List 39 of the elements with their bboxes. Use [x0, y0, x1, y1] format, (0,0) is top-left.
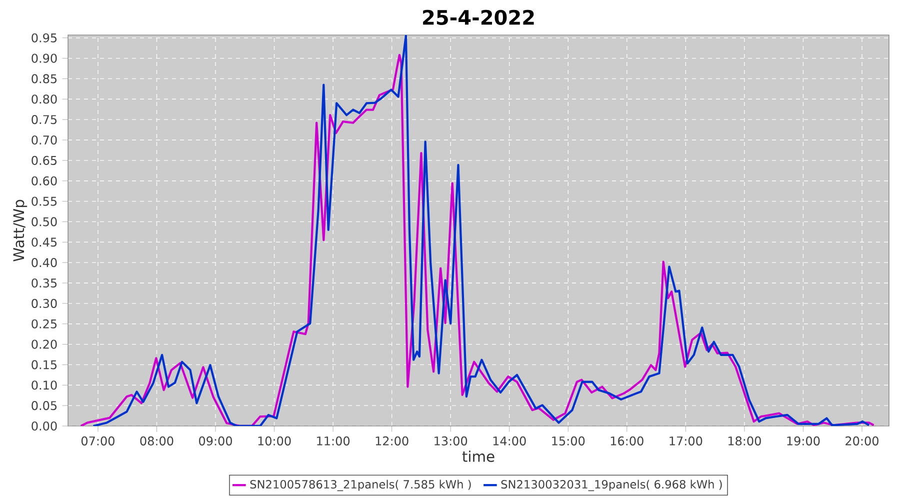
x-tick-label: 12:00 — [376, 436, 408, 446]
y-tick-label: 0.45 — [32, 238, 57, 247]
y-tick-label: 0.40 — [32, 258, 57, 268]
x-tick-label: 08:00 — [140, 436, 174, 446]
x-tick-label: 17:00 — [670, 436, 702, 446]
chart-title: 25-4-2022 — [423, 10, 534, 25]
x-tick-label: 10:00 — [258, 436, 291, 446]
x-tick-label: 16:00 — [610, 436, 644, 446]
y-tick-label: 0.25 — [32, 319, 57, 328]
x-tick-label: 19:00 — [787, 436, 820, 446]
x-tick-label: 09:00 — [199, 436, 232, 446]
x-tick-label: 15:00 — [552, 436, 585, 446]
y-tick-label: 0.10 — [32, 380, 57, 390]
y-tick-label: 0.50 — [32, 217, 57, 226]
y-tick-label: 0.30 — [32, 298, 57, 308]
y-tick-label: 0.90 — [32, 54, 57, 63]
y-axis-title: Watt/Wp — [13, 200, 28, 262]
y-tick-label: 0.35 — [32, 278, 57, 288]
y-tick-label: 0.05 — [32, 401, 57, 410]
y-tick-label: 0.60 — [32, 176, 57, 186]
x-tick-label: 11:00 — [317, 436, 350, 446]
x-tick-label: 20:00 — [846, 436, 878, 446]
y-tick-label: 0.15 — [32, 360, 57, 370]
x-tick-label: 13:00 — [434, 436, 468, 446]
x-tick-label: 07:00 — [81, 436, 114, 446]
x-axis-title: time — [462, 450, 494, 462]
x-tick-label: 14:00 — [493, 436, 526, 446]
y-tick-label: 0.95 — [32, 33, 57, 42]
y-tick-label: 0.20 — [32, 340, 57, 349]
y-tick-label: 0.65 — [32, 156, 57, 165]
y-tick-label: 0.55 — [32, 196, 57, 206]
y-tick-label: 0.00 — [32, 421, 57, 431]
y-tick-label: 0.85 — [32, 74, 57, 84]
x-tick-label: 18:00 — [728, 436, 761, 446]
y-tick-label: 0.70 — [32, 135, 57, 145]
legend-label: SN2130032031_19panels( 6.968 kWh ) — [501, 480, 722, 492]
legend-label: SN2100578613_21panels( 7.585 kWh ) — [250, 480, 471, 492]
y-tick-label: 0.75 — [32, 115, 57, 124]
y-tick-label: 0.80 — [32, 94, 57, 104]
